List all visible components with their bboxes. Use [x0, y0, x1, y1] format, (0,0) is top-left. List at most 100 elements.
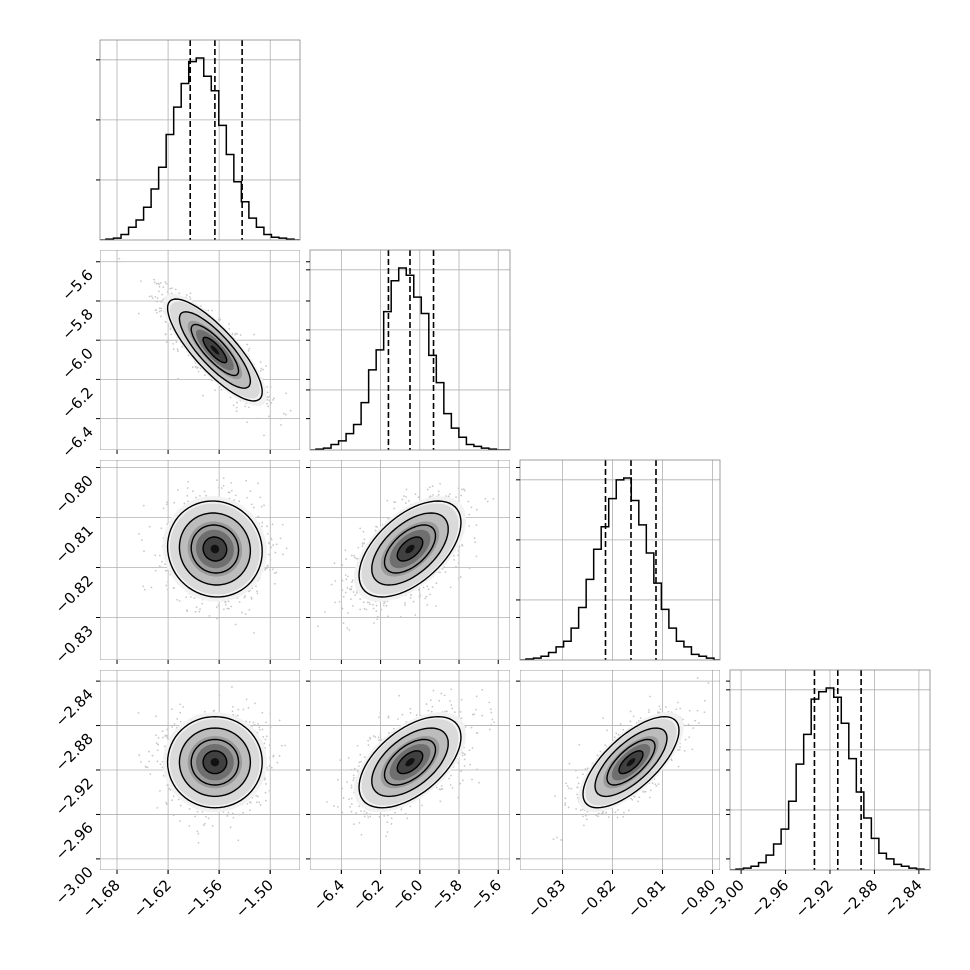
scatter-point — [162, 774, 165, 777]
scatter-point — [176, 348, 179, 351]
scatter-point — [362, 601, 365, 604]
scatter-point — [460, 717, 463, 720]
scatter-point — [347, 612, 349, 614]
scatter-point — [259, 361, 262, 363]
scatter-point — [214, 389, 216, 392]
scatter-point — [187, 354, 190, 357]
scatter-point — [339, 759, 342, 762]
scatter-point — [266, 402, 268, 405]
scatter-point — [372, 603, 374, 606]
histogram-panel-1 — [309, 249, 511, 451]
scatter-point — [247, 406, 250, 409]
scatter-point — [267, 396, 270, 399]
scatter-point — [449, 700, 451, 702]
scatter-point — [280, 424, 282, 426]
scatter-point — [387, 517, 390, 520]
scatter-point — [435, 605, 438, 607]
scatter-point — [165, 569, 168, 572]
scatter-point — [169, 328, 172, 331]
scatter-point — [268, 415, 270, 418]
scatter-point — [463, 764, 466, 767]
scatter-point — [170, 292, 173, 295]
contour-line — [371, 727, 449, 798]
scatter-point — [265, 735, 268, 738]
scatter-point — [615, 732, 618, 735]
scatter-point — [178, 292, 181, 295]
scatter-point — [614, 811, 617, 814]
scatter-point — [448, 493, 451, 495]
scatter-point — [390, 823, 393, 825]
scatter-point — [151, 297, 154, 300]
scatter-point — [194, 815, 196, 818]
scatter-point — [227, 600, 230, 603]
scatter-point — [447, 495, 450, 498]
scatter-point — [475, 508, 478, 511]
scatter-point — [218, 316, 221, 319]
scatter-point — [460, 543, 463, 546]
scatter-point — [457, 554, 460, 557]
scatter-point — [659, 708, 662, 711]
scatter-point — [379, 733, 382, 736]
scatter-panel-1-3 — [310, 670, 510, 870]
scatter-point — [707, 682, 710, 684]
scatter-point — [250, 503, 253, 506]
scatter-point — [149, 773, 152, 776]
y-tick-label: −5.6 — [58, 266, 96, 304]
scatter-point — [205, 494, 207, 497]
scatter-point — [412, 600, 415, 603]
scatter-point — [265, 783, 267, 785]
scatter-point — [642, 790, 645, 793]
scatter-point — [262, 368, 265, 371]
scatter-point — [344, 549, 347, 552]
scatter-point — [400, 808, 403, 811]
scatter-point — [604, 744, 607, 747]
scatter-point — [415, 714, 418, 716]
scatter-point — [471, 747, 474, 749]
scatter-point — [160, 527, 163, 530]
scatter-point — [439, 482, 441, 485]
scatter-point — [350, 784, 353, 787]
scatter-point — [259, 369, 262, 372]
scatter-point — [264, 567, 267, 570]
scatter-point — [350, 768, 353, 771]
scatter-point — [404, 601, 406, 604]
scatter-point — [228, 497, 231, 500]
scatter-point — [258, 729, 261, 731]
contour-line — [606, 738, 656, 786]
scatter-point — [143, 588, 146, 591]
scatter-point — [330, 583, 333, 586]
scatter-point — [276, 761, 279, 764]
scatter-point — [579, 809, 582, 812]
scatter-point — [691, 748, 694, 751]
contour-line — [371, 512, 449, 586]
scatter-point — [357, 765, 360, 768]
scatter-point — [366, 813, 369, 816]
scatter-point — [166, 523, 169, 526]
scatter-point — [159, 315, 162, 318]
y-tick-label: −0.81 — [52, 522, 97, 567]
scatter-point — [432, 494, 435, 496]
scatter-point — [270, 766, 273, 769]
scatter-point — [156, 300, 159, 303]
scatter-point — [261, 711, 264, 714]
scatter-point — [154, 569, 157, 572]
scatter-point — [216, 617, 218, 620]
scatter-point — [231, 686, 233, 688]
density-fill — [210, 758, 220, 767]
scatter-point — [285, 547, 288, 550]
scatter-point — [475, 708, 477, 711]
scatter-point — [169, 789, 172, 791]
scatter-point — [352, 774, 355, 777]
scatter-point — [224, 603, 227, 606]
scatter-point — [359, 598, 362, 601]
scatter-point — [166, 290, 169, 293]
scatter-point — [185, 596, 188, 599]
scatter-point — [161, 766, 164, 769]
scatter-point — [457, 762, 460, 764]
scatter-point — [378, 716, 380, 719]
scatter-point — [282, 412, 285, 415]
scatter-point — [254, 702, 256, 705]
scatter-point — [171, 799, 174, 802]
scatter-point — [367, 816, 370, 819]
histogram-step — [730, 687, 930, 870]
